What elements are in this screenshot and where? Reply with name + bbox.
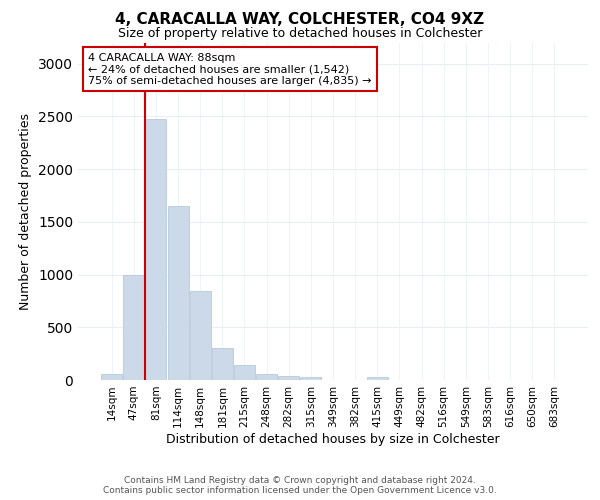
X-axis label: Distribution of detached houses by size in Colchester: Distribution of detached houses by size …: [166, 432, 500, 446]
Text: Size of property relative to detached houses in Colchester: Size of property relative to detached ho…: [118, 28, 482, 40]
Text: Contains HM Land Registry data © Crown copyright and database right 2024.
Contai: Contains HM Land Registry data © Crown c…: [103, 476, 497, 495]
Bar: [124, 274, 145, 380]
Bar: [367, 377, 388, 380]
Text: 4 CARACALLA WAY: 88sqm
← 24% of detached houses are smaller (1,542)
75% of semi-: 4 CARACALLA WAY: 88sqm ← 24% of detached…: [88, 52, 372, 86]
Bar: [212, 348, 233, 380]
Bar: [234, 364, 255, 380]
Bar: [190, 292, 211, 380]
Bar: [167, 206, 188, 380]
Bar: [278, 376, 299, 380]
Text: 4, CARACALLA WAY, COLCHESTER, CO4 9XZ: 4, CARACALLA WAY, COLCHESTER, CO4 9XZ: [115, 12, 485, 28]
Y-axis label: Number of detached properties: Number of detached properties: [19, 113, 32, 310]
Bar: [301, 378, 322, 380]
Bar: [145, 120, 166, 380]
Bar: [101, 374, 122, 380]
Bar: [256, 374, 277, 380]
